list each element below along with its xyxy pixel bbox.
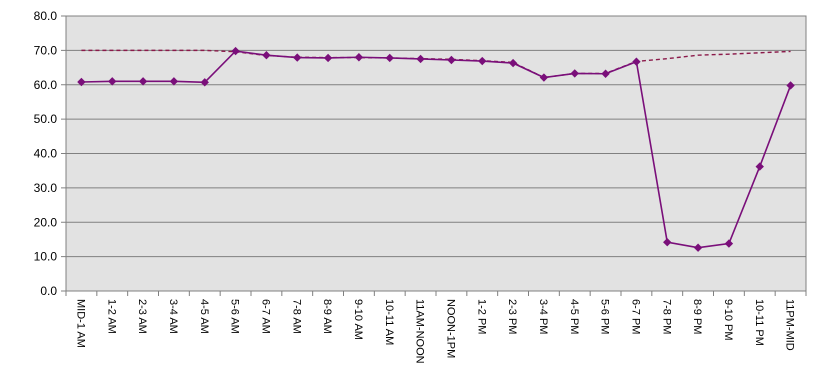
y-tick-label: 70.0 xyxy=(34,43,58,57)
data-point-marker xyxy=(77,77,86,87)
x-tick-label: 1-2 PM xyxy=(475,299,487,334)
data-point-marker xyxy=(200,78,209,87)
data-point-marker xyxy=(138,77,148,86)
x-tick-label: 11PM-MID xyxy=(784,299,796,351)
x-tick-label: 3-4 AM xyxy=(167,299,179,334)
data-point-marker xyxy=(293,53,302,62)
y-tick-label: 10.0 xyxy=(34,250,58,264)
y-tick-label: 50.0 xyxy=(34,112,58,126)
x-tick-label: 9-10 PM xyxy=(722,299,734,341)
x-tick-label: 1-2 AM xyxy=(105,299,117,334)
x-tick-label: 4-5 AM xyxy=(198,299,210,334)
data-point-marker xyxy=(108,77,117,86)
y-tick-label: 80.0 xyxy=(34,9,58,23)
data-point-marker xyxy=(447,55,456,65)
data-point-marker xyxy=(755,162,764,171)
y-axis-tick-labels: 0.0 10.0 20.0 30.0 40.0 50.0 60.0 70.0 80.0 xyxy=(34,9,58,298)
x-tick-label: 4-5 PM xyxy=(568,299,580,334)
x-tick-label: 10-11 AM xyxy=(383,299,395,345)
data-point-marker xyxy=(169,77,179,86)
y-tick-label: 40.0 xyxy=(34,147,58,161)
x-tick-label: 11AM-NOON xyxy=(414,299,426,364)
x-tick-label: 7-8 AM xyxy=(290,299,302,334)
x-tick-label: MID-1 AM xyxy=(74,299,86,348)
data-point-marker xyxy=(508,58,518,68)
data-point-marker xyxy=(601,69,610,78)
data-point-marker xyxy=(262,50,271,60)
x-tick-label: 5-6 AM xyxy=(229,299,241,334)
data-point-marker xyxy=(539,73,549,82)
x-tick-label: 6-7 AM xyxy=(259,299,271,334)
data-point-marker xyxy=(478,56,487,66)
data-point-marker xyxy=(323,53,333,63)
x-tick-label: 3-4 PM xyxy=(537,299,549,334)
data-point-marker xyxy=(570,69,579,78)
data-point-marker xyxy=(632,57,641,66)
x-tick-label: 6-7 PM xyxy=(629,299,641,334)
data-point-marker xyxy=(385,53,394,63)
y-tick-label: 0.0 xyxy=(40,284,57,298)
x-tick-label: 10-11 PM xyxy=(753,299,765,346)
x-tick-label: 2-3 AM xyxy=(136,299,148,334)
data-point-marker xyxy=(231,46,240,56)
x-tick-label: 2-3 PM xyxy=(506,299,518,334)
x-tick-label: 9-10 AM xyxy=(352,299,364,340)
data-point-marker xyxy=(663,237,672,247)
series-layer xyxy=(77,46,795,252)
x-tick-label: 7-8 PM xyxy=(660,299,672,334)
data-point-marker xyxy=(416,54,425,64)
data-point-marker xyxy=(354,53,364,62)
data-point-marker xyxy=(724,239,734,248)
x-tick-label: NOON-1PM xyxy=(444,299,456,358)
data-point-marker xyxy=(693,243,703,252)
y-tick-label: 20.0 xyxy=(34,215,58,229)
x-tick-label: 8-9 AM xyxy=(321,299,333,334)
series-line-dashed xyxy=(81,49,791,79)
y-tick-label: 30.0 xyxy=(34,181,58,195)
x-tick-label: 8-9 PM xyxy=(691,299,703,334)
data-point-marker xyxy=(786,81,795,90)
y-tick-label: 60.0 xyxy=(34,78,58,92)
x-axis-tick-labels: MID-1 AM 1-2 AM 2-3 AM 3-4 AM 4-5 AM 5-6 AM 6-… xyxy=(74,299,795,364)
x-axis xyxy=(65,290,807,296)
series-line-solid xyxy=(81,50,792,249)
x-tick-label: 5-6 PM xyxy=(599,299,611,334)
